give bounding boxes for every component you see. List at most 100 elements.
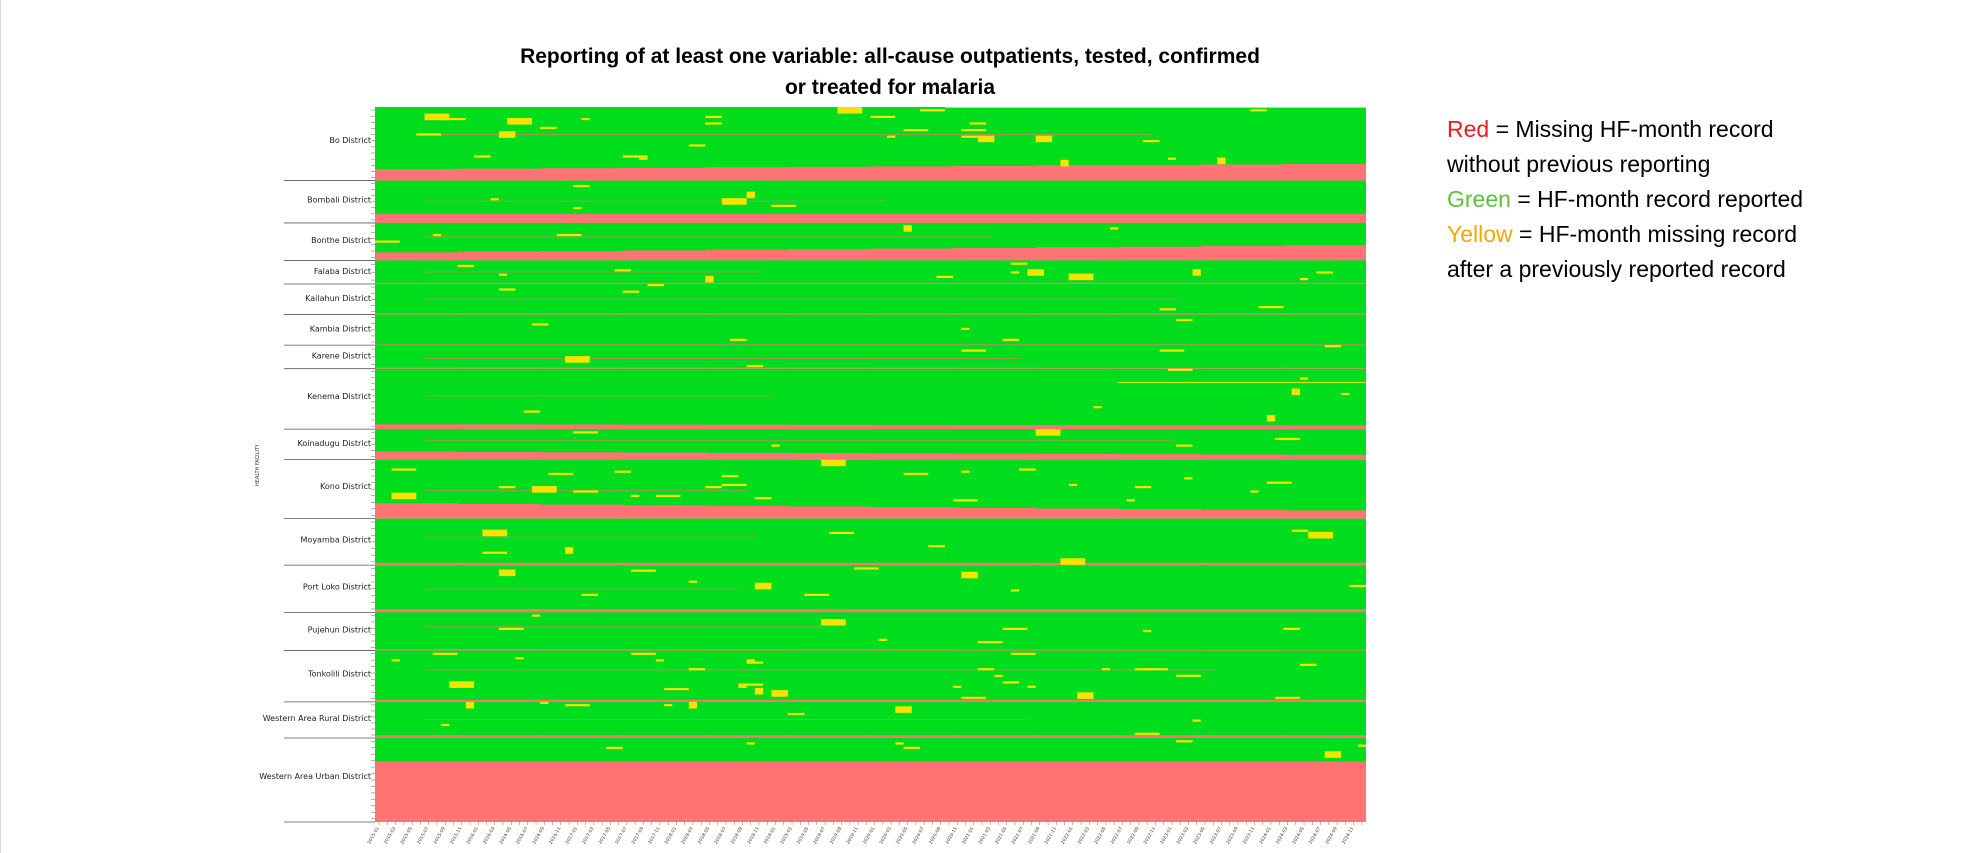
missing-after-previous-cells [1275,696,1300,699]
missing-after-previous-cells [1341,392,1350,396]
missing-after-previous-cells [1068,273,1094,281]
missing-record-cells [705,761,789,822]
missing-record-cells [1118,213,1202,223]
x-tick-label: 2017-11 [647,826,662,845]
missing-after-previous-cells [754,497,772,500]
missing-after-previous-cells [498,273,508,276]
missing-record-cells [1035,735,1119,739]
missing-after-previous-cells [705,275,714,283]
missing-record-cells [705,735,789,739]
missing-after-previous-cells [490,198,499,201]
missing-record-cells [424,778,1070,780]
x-tick-label: 2017-09 [631,826,646,845]
missing-record-cells [1035,313,1119,315]
x-tick-label: 2018-09 [730,826,745,845]
missing-after-previous-cells [531,323,549,326]
missing-record-cells [424,395,772,397]
district-label: Falaba District [314,267,371,276]
missing-after-previous-cells [1308,531,1333,539]
missing-record-cells [540,649,624,651]
missing-record-cells [457,424,541,430]
x-tick-label: 2018-11 [746,826,761,845]
missing-after-previous-cells [820,459,846,467]
missing-record-cells [457,503,541,519]
missing-record-cells [705,344,789,346]
x-tick-label: 2016-11 [548,826,563,845]
x-tick-label: 2019-03 [779,826,794,845]
missing-after-previous-cells [1291,529,1309,532]
missing-record-cells [457,649,541,651]
missing-after-previous-cells [1126,499,1135,502]
missing-record-cells [953,699,1037,702]
missing-after-previous-cells [391,492,417,500]
missing-record-cells [953,609,1037,613]
missing-after-previous-cells [441,723,450,727]
reported-cells [375,260,1366,285]
missing-record-cells [375,503,459,519]
missing-record-cells [1118,735,1202,739]
missing-record-cells [424,133,1152,135]
district-band [375,314,1366,346]
missing-record-cells [705,313,789,315]
missing-record-cells [1200,164,1285,181]
missing-after-previous-cells [556,233,582,237]
missing-record-cells [1118,609,1202,613]
missing-after-previous-cells [457,264,475,268]
missing-after-previous-cells [961,349,987,352]
x-tick-label: 2021-07 [1010,826,1025,845]
missing-after-previous-cells [961,696,987,699]
missing-record-cells [457,251,541,261]
missing-after-previous-cells [647,284,665,287]
missing-record-cells [1283,649,1366,651]
missing-record-cells [1200,609,1285,613]
missing-after-previous-cells [688,580,698,583]
x-tick-label: 2020-03 [878,826,893,845]
missing-after-previous-cells [804,593,830,596]
missing-after-previous-cells [853,567,879,570]
district-band [375,107,1366,181]
missing-after-previous-cells [523,410,541,413]
missing-after-previous-cells [581,593,598,596]
missing-record-cells [375,313,459,315]
missing-after-previous-cells [771,444,780,447]
missing-record-cells [787,424,872,430]
x-tick-label: 2022-07 [1110,826,1125,845]
missing-record-cells [622,452,706,460]
x-tick-label: 2015-11 [449,826,464,845]
missing-after-previous-cells [449,681,475,688]
missing-after-previous-cells [441,118,466,121]
missing-after-previous-cells [944,107,1366,108]
x-tick-label: 2018-03 [680,826,695,845]
missing-record-cells [540,452,624,460]
reported-cells [375,345,1366,369]
missing-after-previous-cells [573,184,590,188]
missing-record-cells [705,167,789,181]
missing-record-cells [540,562,624,566]
missing-record-cells [705,213,789,223]
missing-record-cells [870,453,954,460]
missing-record-cells [953,165,1037,181]
missing-record-cells [787,453,872,460]
missing-record-cells [1283,213,1366,223]
missing-record-cells [787,313,872,315]
missing-record-cells [457,313,541,315]
missing-after-previous-cells [936,275,954,279]
missing-after-previous-cells [1299,377,1309,380]
missing-record-cells [1118,282,1202,285]
missing-record-cells [375,562,459,566]
missing-after-previous-cells [564,547,574,554]
x-tick-label: 2024-01 [1258,826,1273,845]
missing-record-cells [622,505,706,519]
x-tick-label: 2020-05 [895,826,910,845]
missing-after-previous-cells [498,131,516,138]
missing-after-previous-cells [416,133,442,136]
reported-cells [375,612,1366,651]
missing-after-previous-cells [507,118,532,125]
missing-record-cells [705,699,789,702]
district-band [375,222,1366,261]
missing-after-previous-cells [1010,652,1036,655]
missing-record-cells [1200,699,1285,702]
missing-after-previous-cells [746,742,755,745]
missing-after-previous-cells [1167,368,1193,371]
